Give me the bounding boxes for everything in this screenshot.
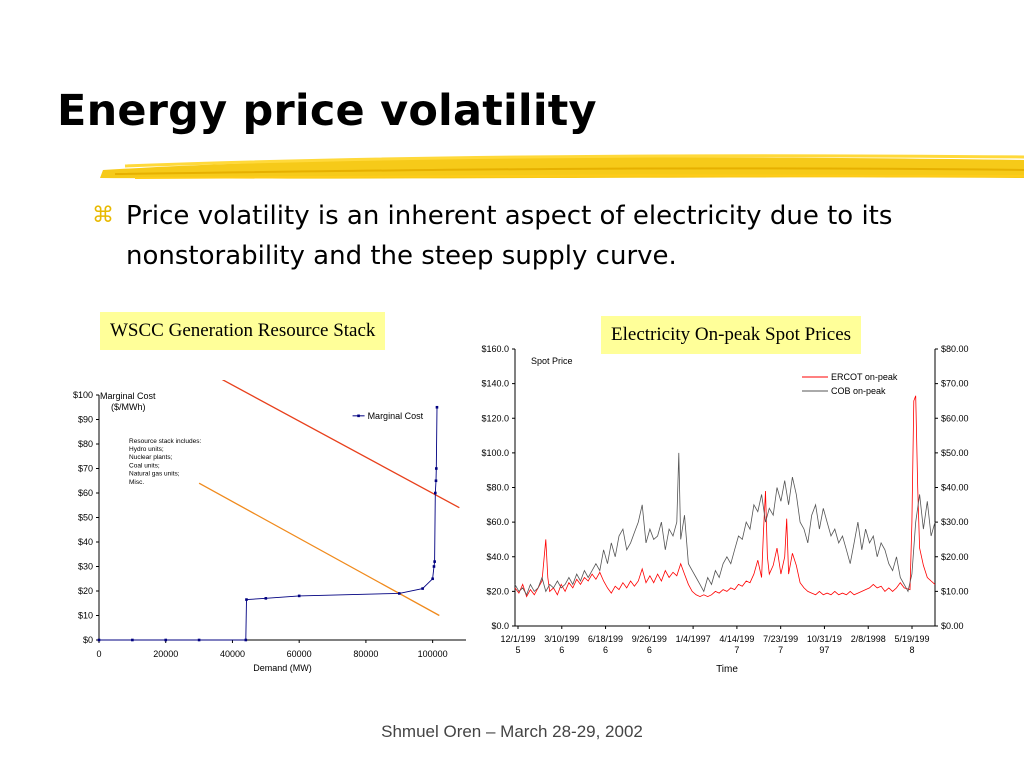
y-left-tick-label: $40.0 [486, 552, 509, 562]
data-point [245, 598, 248, 601]
y-right-tick-label: $30.00 [941, 517, 969, 527]
x-tick-label: 60000 [287, 649, 312, 659]
x-axis-label: Time [716, 664, 738, 675]
legend-label: COB on-peak [831, 386, 886, 396]
data-point [164, 638, 168, 642]
y-tick-label: $80 [78, 439, 93, 449]
y-right-tick-label: $50.00 [941, 448, 969, 458]
data-point [434, 479, 438, 483]
y-right-tick-label: $20.00 [941, 552, 969, 562]
data-point [433, 560, 436, 563]
x-tick-label-line2: 6 [647, 645, 652, 655]
y-right-tick-label: $70.00 [941, 379, 969, 389]
y-tick-label: $100 [73, 390, 93, 400]
y-left-tick-label: $20.0 [486, 586, 509, 596]
y-right-tick-label: $60.00 [941, 413, 969, 423]
data-point [97, 638, 101, 642]
spot-chart: $0.0 $20.0 $40.0 $60.0 $80.0 $100.0 $120.0 $140… [481, 344, 969, 675]
y-tick-label: $0 [83, 635, 93, 645]
legend-marker [357, 414, 360, 418]
x-tick-label: 3/10/199 [544, 634, 579, 644]
data-point [264, 597, 268, 600]
stack-chart: $0 $10 $20 $30 $40 $50 $60 $70 $80 $90 $100 0 20000 4… [73, 380, 466, 673]
series-line-cob [514, 452, 936, 596]
x-tick-label: 2/8/1998 [851, 634, 886, 644]
x-tick-label: 9/26/199 [632, 634, 667, 644]
bullet-item: ⌘ Price volatility is an inherent aspect… [92, 196, 952, 276]
stack-chart-label: WSCC Generation Resource Stack [100, 312, 386, 350]
data-point [131, 638, 134, 642]
y-left-tick-label: $60.0 [486, 517, 509, 527]
x-tick-label-line2: 7 [734, 645, 739, 655]
data-point [435, 405, 439, 409]
x-tick-label: 0 [96, 649, 101, 659]
x-tick-label: 7/23/199 [763, 634, 798, 644]
slide-title: Energy price volatility [57, 86, 597, 136]
annotation-line: Coal units; [129, 462, 160, 469]
y-right-tick-label: $10.00 [941, 586, 969, 596]
y-right-tick-label: $40.00 [941, 483, 969, 493]
data-point [432, 565, 436, 568]
data-point [421, 587, 424, 590]
y-axis-label: Marginal Cost [100, 391, 156, 401]
x-tick-label: 80000 [353, 649, 378, 659]
x-tick-label-line2: 7 [778, 645, 783, 655]
spot-chart-label: Electricity On-peak Spot Prices [601, 316, 862, 354]
y-tick-label: $70 [78, 464, 93, 474]
y-left-tick-label: $160.0 [481, 344, 509, 354]
y-axis-label: Spot Price [531, 356, 573, 366]
x-tick-label-line2: 8 [909, 645, 914, 655]
y-right-tick-label: $0.00 [941, 621, 964, 631]
y-left-tick-label: $120.0 [481, 413, 509, 423]
data-point [434, 491, 437, 495]
y-left-tick-label: $80.0 [486, 483, 509, 493]
y-left-tick-label: $100.0 [481, 448, 509, 458]
y-tick-label: $20 [78, 586, 93, 596]
x-tick-label: 4/14/199 [719, 634, 754, 644]
x-tick-label: 1/4/1997 [676, 634, 711, 644]
data-point [397, 592, 401, 595]
bullet-text: Price volatility is an inherent aspect o… [126, 201, 893, 271]
annotation-line: Hydro units; [129, 446, 164, 453]
legend-label: Marginal Cost [368, 411, 424, 421]
bullet-icon: ⌘ [92, 203, 114, 228]
x-tick-label: 6/18/199 [588, 634, 623, 644]
title-underline-brush [100, 154, 1024, 179]
legend-label: ERCOT on-peak [831, 372, 898, 382]
x-tick-label: 5/19/199 [894, 634, 929, 644]
y-tick-label: $90 [78, 415, 93, 425]
y-tick-label: $30 [78, 562, 93, 572]
annotation-line: Natural gas units; [129, 471, 180, 478]
x-tick-label: 40000 [220, 649, 245, 659]
y-tick-label: $60 [78, 488, 93, 498]
data-point [244, 638, 248, 642]
x-axis-label: Demand (MW) [253, 663, 312, 673]
y-axis-label-unit: ($/MWh) [111, 402, 146, 412]
series-line-ercot [514, 395, 936, 598]
x-tick-label: 20000 [153, 649, 178, 659]
x-tick-label-line2: 6 [559, 645, 564, 655]
data-point [435, 467, 438, 470]
y-tick-label: $10 [78, 611, 93, 621]
annotation-line: Misc. [129, 479, 144, 486]
data-point [431, 577, 434, 581]
y-right-tick-label: $80.00 [941, 344, 969, 354]
data-point [197, 638, 201, 642]
annotation-line: Resource stack includes: [129, 438, 201, 445]
x-tick-label-line2: 97 [819, 645, 829, 655]
y-left-tick-label: $0.0 [491, 621, 509, 631]
supply-curve-line [221, 380, 460, 509]
data-point [297, 594, 301, 598]
y-tick-label: $50 [78, 513, 93, 523]
y-left-tick-label: $140.0 [481, 379, 509, 389]
y-tick-label: $40 [78, 537, 93, 547]
x-tick-label: 10/31/19 [807, 634, 842, 644]
x-tick-label-line2: 5 [515, 645, 520, 655]
x-tick-label: 12/1/199 [500, 634, 535, 644]
annotation-line: Nuclear plants; [129, 454, 173, 461]
footer: Shmuel Oren – March 28-29, 2002 [381, 722, 643, 741]
x-tick-label: 100000 [418, 649, 448, 659]
x-tick-label-line2: 6 [603, 645, 608, 655]
